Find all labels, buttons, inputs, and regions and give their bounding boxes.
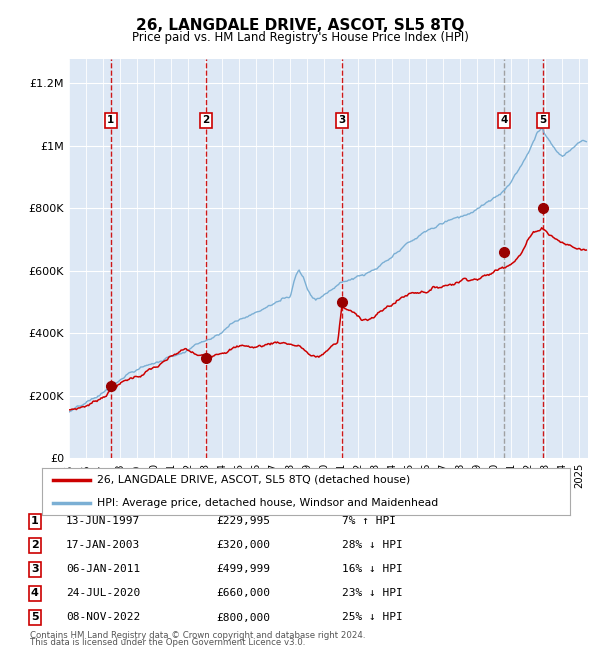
Text: 1: 1 [107, 116, 115, 125]
Text: 5: 5 [539, 116, 547, 125]
Text: £499,999: £499,999 [216, 564, 270, 575]
Text: 3: 3 [31, 564, 38, 575]
Text: 28% ↓ HPI: 28% ↓ HPI [342, 540, 403, 551]
Text: This data is licensed under the Open Government Licence v3.0.: This data is licensed under the Open Gov… [30, 638, 305, 647]
Text: 5: 5 [31, 612, 38, 623]
Text: 08-NOV-2022: 08-NOV-2022 [66, 612, 140, 623]
Text: 24-JUL-2020: 24-JUL-2020 [66, 588, 140, 599]
Text: Price paid vs. HM Land Registry's House Price Index (HPI): Price paid vs. HM Land Registry's House … [131, 31, 469, 44]
Text: HPI: Average price, detached house, Windsor and Maidenhead: HPI: Average price, detached house, Wind… [97, 498, 439, 508]
Text: £800,000: £800,000 [216, 612, 270, 623]
Text: 25% ↓ HPI: 25% ↓ HPI [342, 612, 403, 623]
Text: 4: 4 [31, 588, 39, 599]
Text: £229,995: £229,995 [216, 516, 270, 526]
Text: 23% ↓ HPI: 23% ↓ HPI [342, 588, 403, 599]
Text: Contains HM Land Registry data © Crown copyright and database right 2024.: Contains HM Land Registry data © Crown c… [30, 630, 365, 640]
Text: 17-JAN-2003: 17-JAN-2003 [66, 540, 140, 551]
Text: 06-JAN-2011: 06-JAN-2011 [66, 564, 140, 575]
Text: 16% ↓ HPI: 16% ↓ HPI [342, 564, 403, 575]
Text: 1: 1 [31, 516, 38, 526]
Text: £660,000: £660,000 [216, 588, 270, 599]
Text: 3: 3 [338, 116, 345, 125]
Text: 26, LANGDALE DRIVE, ASCOT, SL5 8TQ: 26, LANGDALE DRIVE, ASCOT, SL5 8TQ [136, 18, 464, 33]
Text: £320,000: £320,000 [216, 540, 270, 551]
Text: 26, LANGDALE DRIVE, ASCOT, SL5 8TQ (detached house): 26, LANGDALE DRIVE, ASCOT, SL5 8TQ (deta… [97, 474, 410, 485]
Text: 4: 4 [500, 116, 508, 125]
Text: 13-JUN-1997: 13-JUN-1997 [66, 516, 140, 526]
Text: 7% ↑ HPI: 7% ↑ HPI [342, 516, 396, 526]
Text: 2: 2 [31, 540, 38, 551]
Text: 2: 2 [202, 116, 209, 125]
